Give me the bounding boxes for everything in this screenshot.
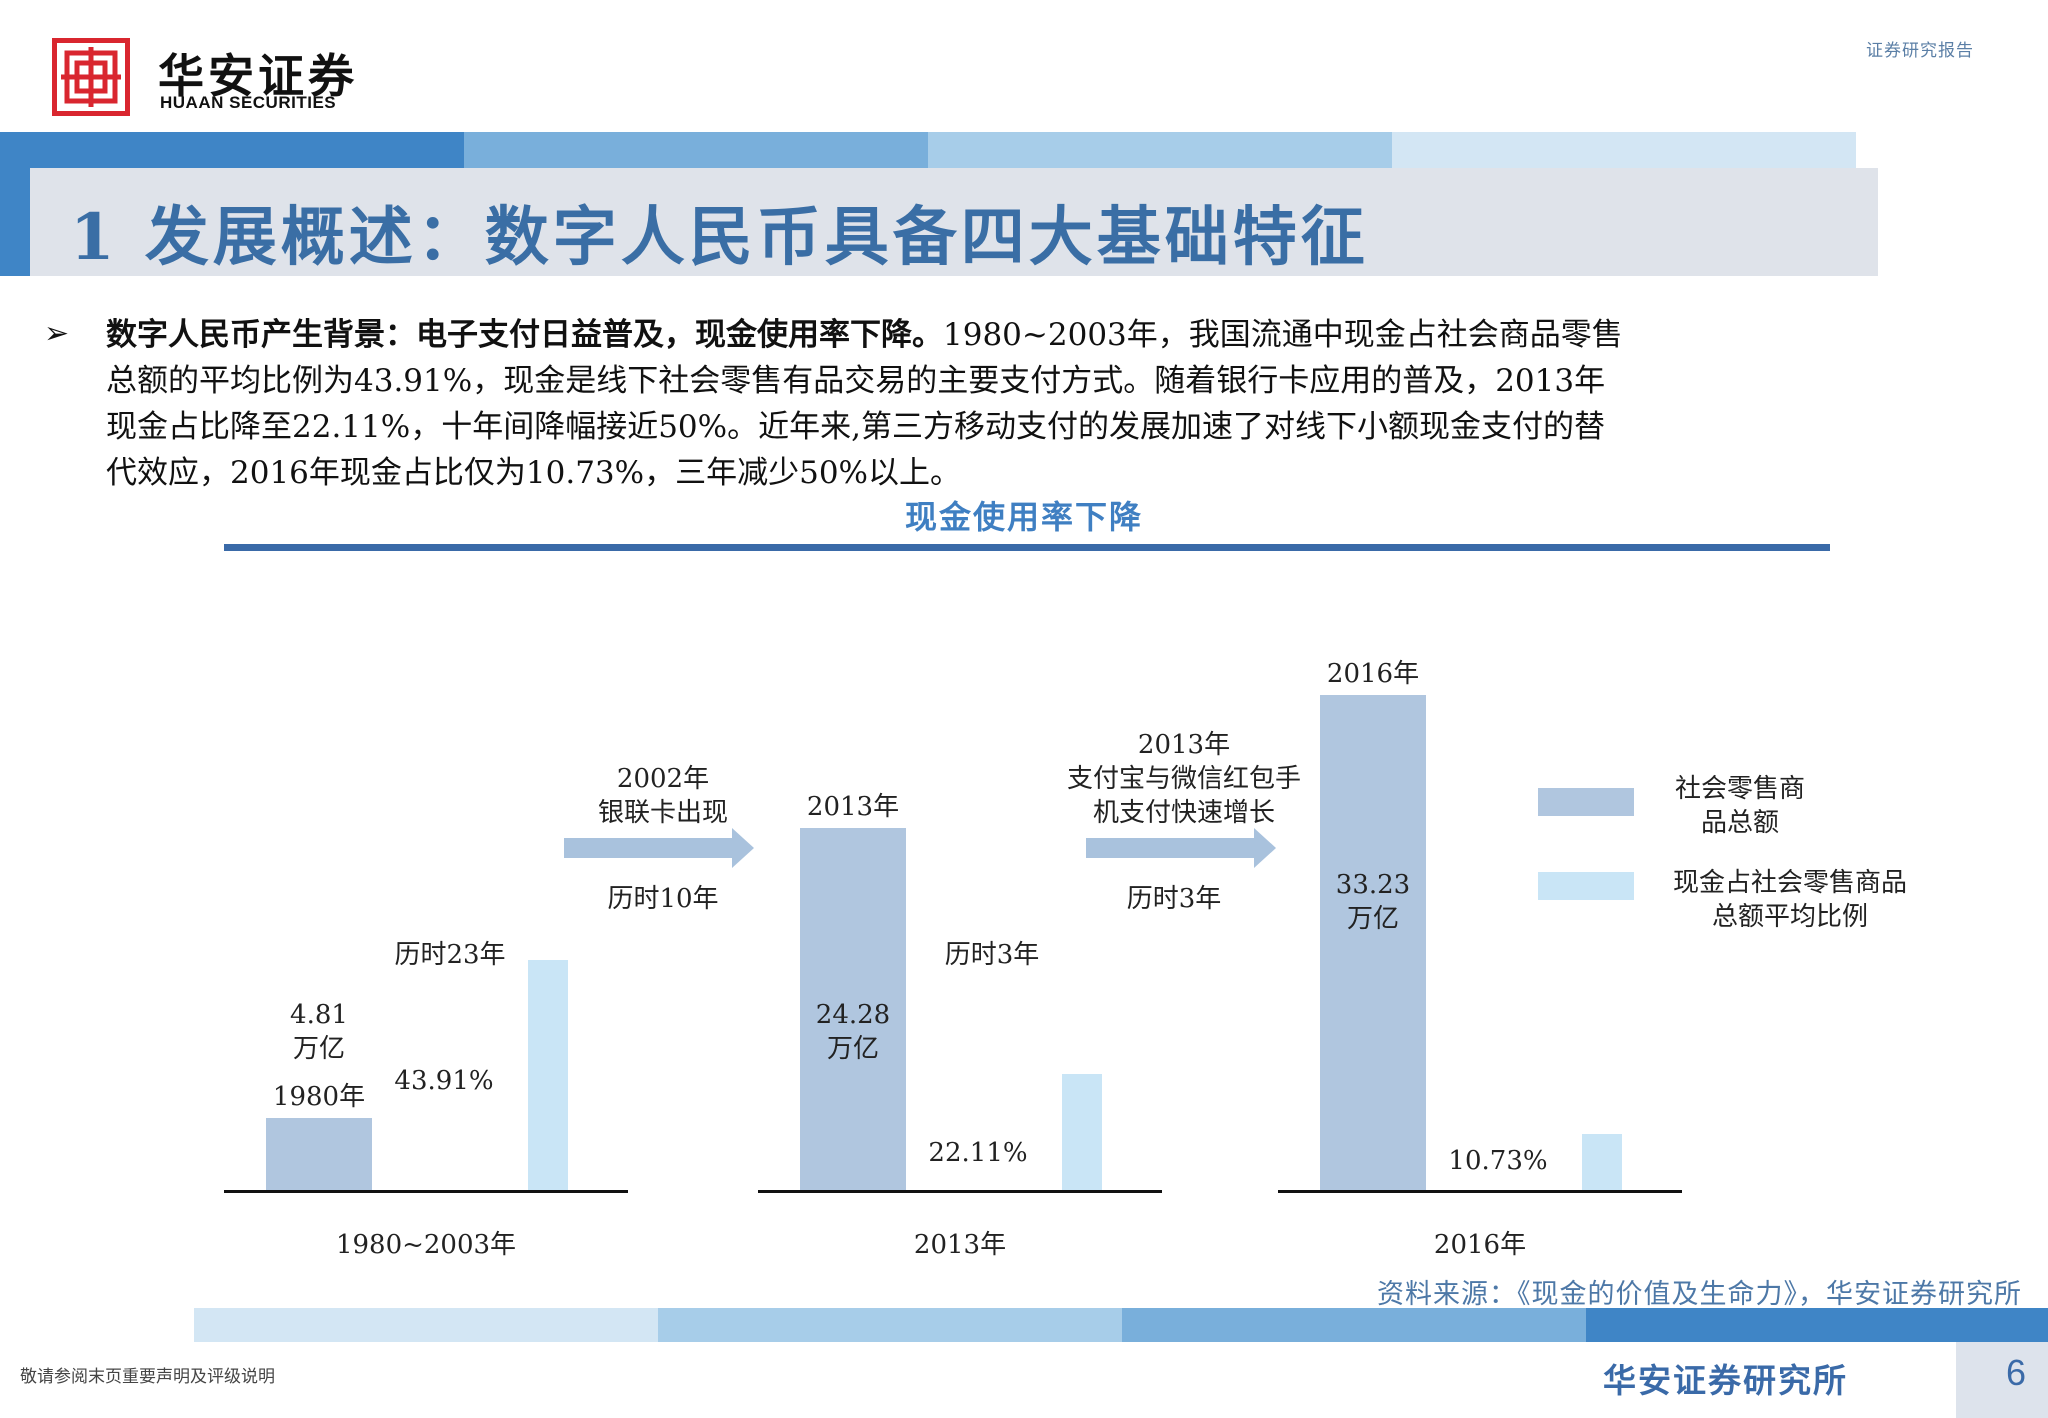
transition-1-arrow-head-icon	[732, 828, 754, 868]
bar-year-label-2: 2016年	[1326, 659, 1420, 689]
category-label-1: 2013年	[913, 1230, 1007, 1260]
title-band-segment-2	[464, 132, 928, 168]
chart-baseline-2	[1278, 1190, 1682, 1193]
footer-band-segment-4	[1586, 1308, 2048, 1342]
transition-2-duration: 历时3年	[1126, 884, 1222, 914]
transition-2-arrow	[1086, 838, 1254, 858]
source-note: 资料来源：《现金的价值及生命力》，华安证券研究所	[1377, 1279, 2022, 1310]
category-label-0: 1980~2003年	[335, 1230, 517, 1260]
footer-band-segment-2	[658, 1308, 1122, 1342]
disclaimer-text: 敬请参阅末页重要声明及评级说明	[20, 1367, 275, 1387]
legend-label-cash-ratio: 现金占社会零售商品 总额平均比例	[1672, 868, 1907, 932]
title-accent-bar	[0, 168, 30, 276]
paragraph-line-2: 总额的平均比例为43.91%，现金是线下社会零售有品交易的主要支付方式。随着银行…	[106, 363, 1606, 399]
title-band-segment-3	[928, 132, 1392, 168]
title-panel	[30, 168, 1878, 276]
footer-band-segment-1	[194, 1308, 658, 1342]
transition-1-arrow	[564, 838, 732, 858]
document-type: 证券研究报告	[1866, 41, 1974, 61]
huaan-logo-icon	[52, 38, 130, 116]
paragraph-line-1: 数字人民币产生背景：电子支付日益普及，现金使用率下降。1980~2003年，我国…	[106, 312, 1876, 358]
duration-label-2: 历时3年	[944, 940, 1040, 970]
bar-value-label-1: 24.28 万亿	[815, 1000, 891, 1064]
bar-cash-ratio-2	[1582, 1134, 1622, 1190]
bar-year-label-0: 1980年	[272, 1082, 366, 1112]
paragraph-line-4: 代效应，2016年现金占比仅为10.73%，三年减少50%以上。	[106, 455, 961, 491]
ratio-label-0: 43.91%	[394, 1066, 494, 1096]
title-band-segment-1	[0, 132, 464, 168]
company-name: 华安证券	[158, 49, 358, 103]
bullet-arrow-icon: ➢	[44, 316, 70, 351]
bar-retail-total-0	[266, 1118, 372, 1190]
transition-1-text: 2002年 银联卡出现	[597, 764, 728, 828]
page-number-box	[1956, 1342, 2048, 1418]
transition-2-arrow-head-icon	[1254, 828, 1276, 868]
company-name-en: HUAAN SECURITIES	[160, 93, 337, 112]
paragraph-line-3: 现金占比降至22.11%，十年间降幅接近50%。近年来,第三方移动支付的发展加速…	[106, 409, 1605, 445]
chart-baseline-0	[224, 1190, 628, 1193]
chart-title-rule	[224, 544, 1830, 551]
legend-swatch-retail-total	[1538, 788, 1634, 816]
ratio-label-1: 22.11%	[928, 1138, 1028, 1168]
transition-2-text: 2013年 支付宝与微信红包手 机支付快速增长	[1066, 730, 1301, 828]
institute-name: 华安证券研究所	[1603, 1361, 1848, 1400]
chart-baseline-1	[758, 1190, 1162, 1193]
bar-retail-total-1	[800, 828, 906, 1190]
ratio-label-2: 10.73%	[1448, 1146, 1548, 1176]
bar-cash-ratio-0	[528, 960, 568, 1190]
title-band-segment-4	[1392, 132, 1856, 168]
transition-1-duration: 历时10年	[607, 884, 719, 914]
bar-retail-total-2	[1320, 695, 1426, 1190]
chart-title: 现金使用率下降	[904, 498, 1143, 536]
legend-label-retail-total: 社会零售商 品总额	[1674, 774, 1805, 838]
background-paragraph: 数字人民币产生背景：电子支付日益普及，现金使用率下降。1980~2003年，我国…	[106, 312, 1876, 496]
category-label-2: 2016年	[1433, 1230, 1527, 1260]
page-title: 1 发展概述：数字人民币具备四大基础特征	[70, 200, 1369, 275]
paragraph-line-1-rest: 1980~2003年，我国流通中现金占社会商品零售	[943, 317, 1623, 353]
duration-label-1: 历时23年	[394, 940, 506, 970]
legend-swatch-cash-ratio	[1538, 872, 1634, 900]
bar-value-label-0: 4.81 万亿	[290, 1000, 348, 1064]
bar-value-label-2: 33.23 万亿	[1335, 870, 1411, 934]
bar-year-label-1: 2013年	[806, 792, 900, 822]
bar-cash-ratio-1	[1062, 1074, 1102, 1190]
page-number: 6	[2005, 1352, 2026, 1393]
footer-band-segment-3	[1122, 1308, 1586, 1342]
paragraph-lead: 数字人民币产生背景：电子支付日益普及，现金使用率下降。	[106, 317, 943, 353]
